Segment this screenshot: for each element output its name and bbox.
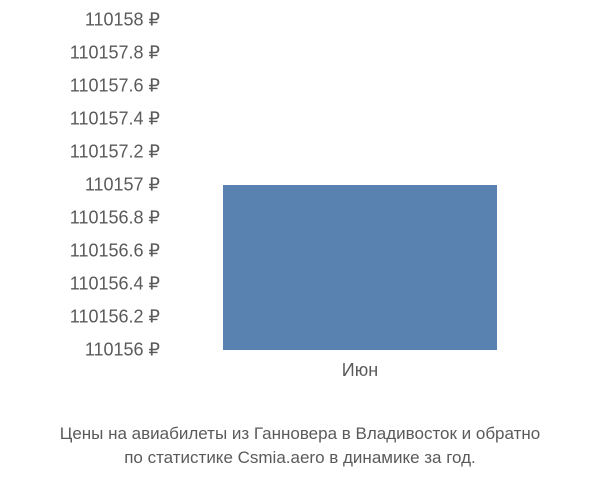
caption-line-1: Цены на авиабилеты из Ганновера в Владив… xyxy=(0,422,600,446)
y-tick-label: 110157.4 ₽ xyxy=(70,109,160,130)
chart-container: 110158 ₽110157.8 ₽110157.6 ₽110157.4 ₽11… xyxy=(0,20,600,400)
y-tick-label: 110156 ₽ xyxy=(85,340,160,361)
chart-caption: Цены на авиабилеты из Ганновера в Владив… xyxy=(0,422,600,470)
y-tick-label: 110157 ₽ xyxy=(85,175,160,196)
plot-area: Июн xyxy=(170,20,550,350)
chart-bar xyxy=(223,185,497,350)
y-tick-label: 110157.6 ₽ xyxy=(70,76,160,97)
y-tick-label: 110156.6 ₽ xyxy=(70,241,160,262)
caption-line-2: по статистике Csmia.aero в динамике за г… xyxy=(0,446,600,470)
y-tick-label: 110158 ₽ xyxy=(85,10,160,31)
x-axis-label: Июн xyxy=(342,360,378,381)
y-tick-label: 110156.4 ₽ xyxy=(70,274,160,295)
y-tick-label: 110156.2 ₽ xyxy=(70,307,160,328)
y-tick-label: 110157.8 ₽ xyxy=(70,43,160,64)
y-tick-label: 110157.2 ₽ xyxy=(70,142,160,163)
y-tick-label: 110156.8 ₽ xyxy=(70,208,160,229)
y-axis: 110158 ₽110157.8 ₽110157.6 ₽110157.4 ₽11… xyxy=(0,20,170,350)
